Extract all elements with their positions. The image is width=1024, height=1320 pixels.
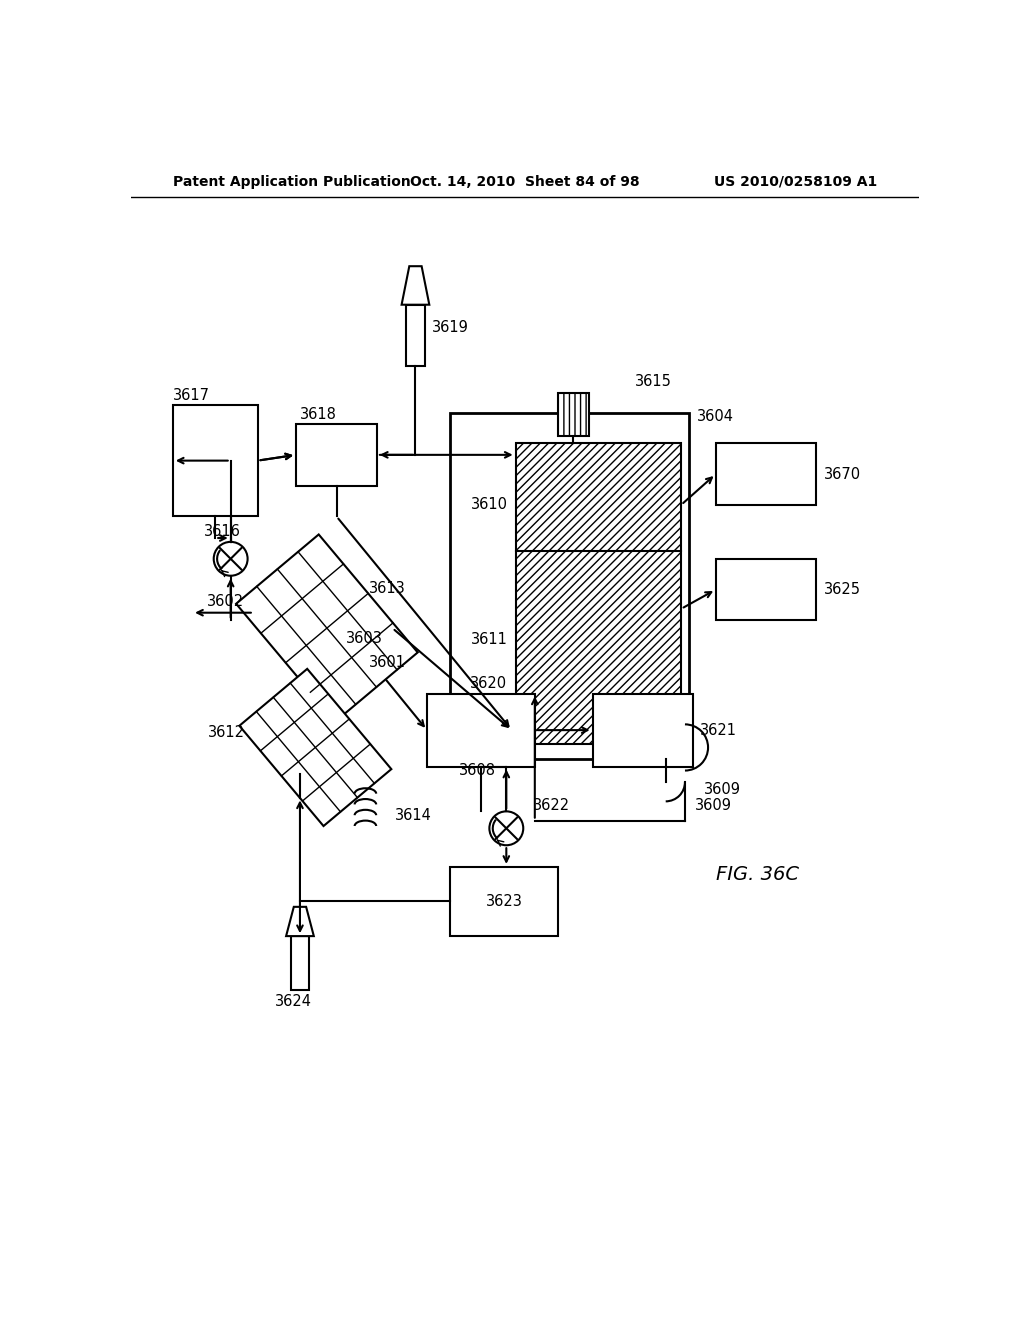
Bar [173, 405, 258, 516]
Bar [451, 412, 689, 759]
Text: 3610: 3610 [471, 498, 508, 512]
Text: 3612: 3612 [208, 725, 245, 739]
Bar [515, 444, 681, 743]
Text: FIG. 36C: FIG. 36C [716, 865, 799, 884]
Text: 3617: 3617 [173, 388, 210, 403]
Text: Patent Application Publication: Patent Application Publication [173, 174, 411, 189]
Text: 3615: 3615 [635, 374, 672, 389]
Text: 3614: 3614 [394, 808, 431, 822]
Bar [296, 424, 377, 486]
Text: 3622: 3622 [534, 797, 570, 813]
Polygon shape [240, 669, 391, 826]
Bar [451, 701, 512, 759]
Text: 3609: 3609 [705, 783, 741, 797]
Text: 3604: 3604 [696, 409, 733, 424]
Bar [427, 693, 535, 767]
Bar [716, 444, 816, 506]
Text: Oct. 14, 2010  Sheet 84 of 98: Oct. 14, 2010 Sheet 84 of 98 [410, 174, 640, 189]
Bar [593, 693, 692, 767]
Text: 3603: 3603 [346, 631, 383, 645]
Polygon shape [401, 267, 429, 305]
Polygon shape [286, 907, 313, 936]
Polygon shape [237, 535, 418, 722]
Text: US 2010/0258109 A1: US 2010/0258109 A1 [714, 174, 878, 189]
Text: 3601: 3601 [370, 655, 407, 671]
Text: 3621: 3621 [700, 722, 737, 738]
Text: 3625: 3625 [823, 582, 860, 597]
Text: 3611: 3611 [471, 632, 508, 647]
Text: 3602: 3602 [208, 594, 245, 609]
Text: 3624: 3624 [275, 994, 312, 1008]
Bar [407, 305, 425, 367]
Bar [291, 936, 309, 990]
Bar [716, 558, 816, 620]
Text: 3609: 3609 [695, 797, 732, 813]
Text: 3618: 3618 [300, 407, 337, 421]
Text: 3608: 3608 [459, 763, 496, 777]
Text: 3619: 3619 [432, 321, 469, 335]
Text: 3613: 3613 [370, 581, 406, 595]
Bar [451, 867, 558, 936]
Bar [558, 393, 589, 436]
Text: 3623: 3623 [485, 894, 522, 909]
Text: 3670: 3670 [823, 466, 861, 482]
Text: 3616: 3616 [204, 524, 241, 540]
Text: 3620: 3620 [470, 676, 507, 692]
